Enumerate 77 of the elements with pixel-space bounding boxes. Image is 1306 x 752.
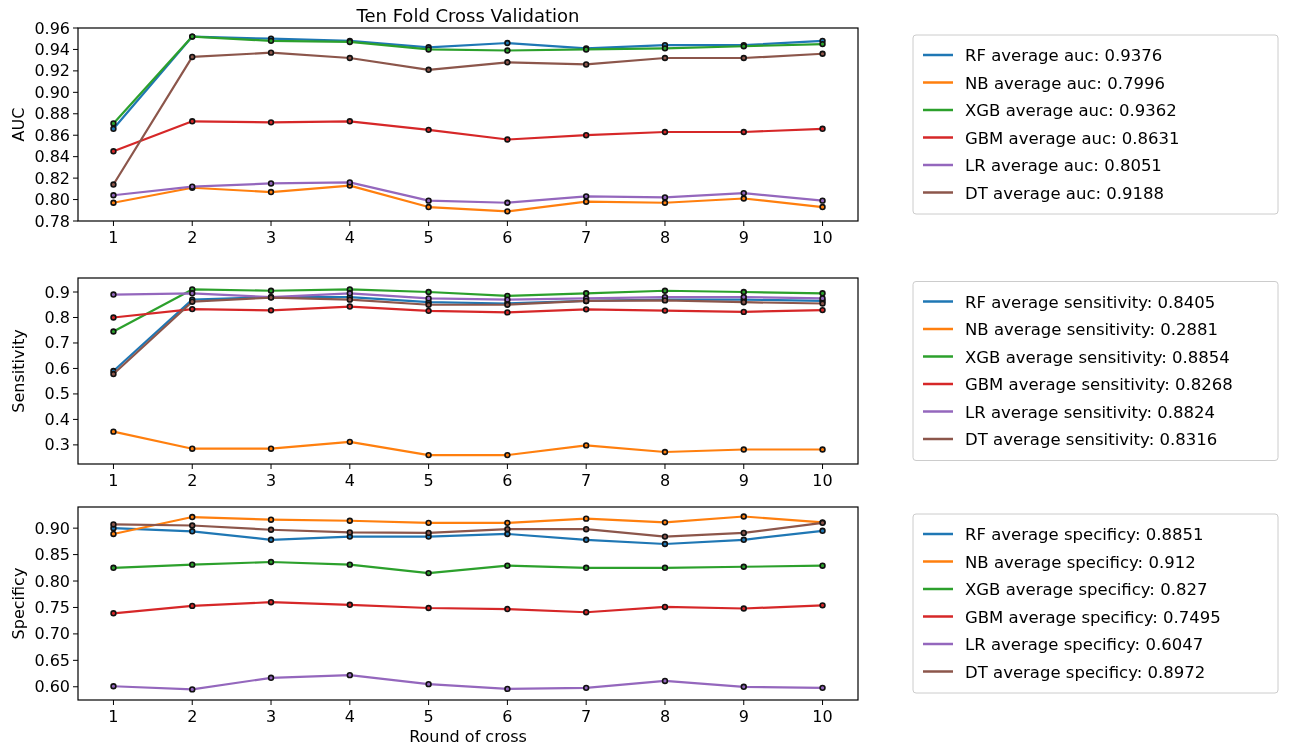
y-tick-label: 0.85: [34, 545, 70, 565]
legend-label: RF average specificy: 0.8851: [965, 525, 1204, 544]
y-axis-title: AUC: [9, 107, 28, 142]
legend-label: DT average sensitivity: 0.8316: [965, 430, 1218, 449]
legend-label: GBM average specificy: 0.7495: [965, 607, 1221, 627]
x-tick-label: 10: [812, 228, 833, 247]
y-tick-label: 0.86: [34, 125, 70, 145]
y-tick-label: 0.8: [44, 307, 70, 327]
y-tick-label: 0.96: [34, 18, 70, 38]
chart-title: Ten Fold Cross Validation: [355, 5, 580, 26]
y-tick-label: 0.9: [44, 282, 70, 302]
y-tick-label: 0.80: [34, 190, 70, 210]
x-tick-label: 3: [265, 471, 277, 490]
x-tick-label: 4: [344, 228, 355, 247]
x-tick-label: 2: [187, 707, 198, 726]
x-tick-label: 1: [108, 707, 119, 726]
x-tick-label: 3: [265, 707, 277, 726]
x-tick-label: 2: [187, 228, 198, 247]
legend-label: RF average sensitivity: 0.8405: [965, 292, 1216, 312]
x-tick-label: 4: [344, 707, 355, 726]
x-tick-label: 1: [108, 471, 119, 490]
x-tick-label: 9: [738, 471, 749, 490]
x-tick-label: 5: [423, 228, 434, 247]
y-axis-title: Sensitivity: [9, 329, 28, 413]
y-tick-label: 0.78: [34, 211, 70, 231]
legend-label: XGB average sensitivity: 0.8854: [965, 347, 1230, 367]
y-tick-label: 0.7: [44, 333, 70, 353]
legend-label: GBM average sensitivity: 0.8268: [965, 375, 1233, 394]
legend-label: LR average sensitivity: 0.8824: [965, 402, 1216, 422]
y-tick-label: 0.80: [34, 571, 70, 591]
legend-label: XGB average specificy: 0.827: [965, 580, 1208, 599]
x-tick-label: 6: [502, 707, 513, 726]
y-tick-label: 0.90: [34, 518, 70, 538]
y-tick-label: 0.94: [34, 39, 70, 59]
y-tick-label: 0.6: [44, 358, 70, 378]
legend-label: LR average auc: 0.8051: [965, 156, 1162, 175]
y-tick-label: 0.92: [34, 61, 70, 81]
legend-label: LR average specificy: 0.6047: [965, 635, 1204, 654]
y-tick-label: 0.70: [34, 624, 70, 644]
y-tick-label: 0.3: [44, 435, 70, 455]
x-tick-label: 1: [108, 228, 119, 247]
legend-label: XGB average auc: 0.9362: [965, 101, 1177, 120]
x-tick-label: 6: [502, 228, 513, 247]
legend-label: GBM average auc: 0.8631: [965, 128, 1180, 148]
x-tick-label: 10: [812, 471, 833, 490]
y-tick-label: 0.84: [34, 147, 70, 167]
y-tick-label: 0.90: [34, 82, 70, 102]
x-tick-label: 6: [502, 471, 513, 490]
x-tick-label: 5: [423, 707, 434, 726]
x-tick-label: 9: [738, 228, 749, 247]
x-tick-label: 3: [265, 228, 277, 247]
x-tick-label: 2: [187, 471, 198, 490]
x-tick-label: 8: [659, 471, 671, 490]
x-tick-label: 9: [738, 707, 749, 726]
legend-label: NB average sensitivity: 0.2881: [965, 320, 1219, 339]
legend-label: NB average specificy: 0.912: [965, 552, 1196, 572]
x-tick-label: 5: [423, 471, 434, 490]
legend-label: DT average auc: 0.9188: [965, 183, 1164, 203]
legend-label: DT average specificy: 0.8972: [965, 662, 1206, 682]
x-tick-label: 10: [812, 707, 833, 726]
y-tick-label: 0.75: [34, 597, 70, 617]
y-tick-label: 0.5: [44, 384, 70, 404]
x-tick-label: 8: [659, 707, 671, 726]
y-tick-label: 0.82: [34, 168, 70, 188]
y-axis-title: Specificy: [9, 567, 28, 640]
y-tick-label: 0.60: [34, 677, 70, 697]
legend-label: RF average auc: 0.9376: [965, 46, 1163, 65]
y-tick-label: 0.88: [34, 104, 70, 124]
legend-label: NB average auc: 0.7996: [965, 73, 1165, 93]
x-tick-label: 7: [581, 471, 592, 490]
y-tick-label: 0.65: [34, 650, 70, 670]
x-axis-title: Round of cross: [409, 727, 527, 746]
x-tick-label: 7: [581, 707, 592, 726]
y-tick-label: 0.4: [44, 409, 70, 429]
x-tick-label: 4: [344, 471, 355, 490]
x-tick-label: 8: [659, 228, 671, 247]
x-tick-label: 7: [581, 228, 592, 247]
